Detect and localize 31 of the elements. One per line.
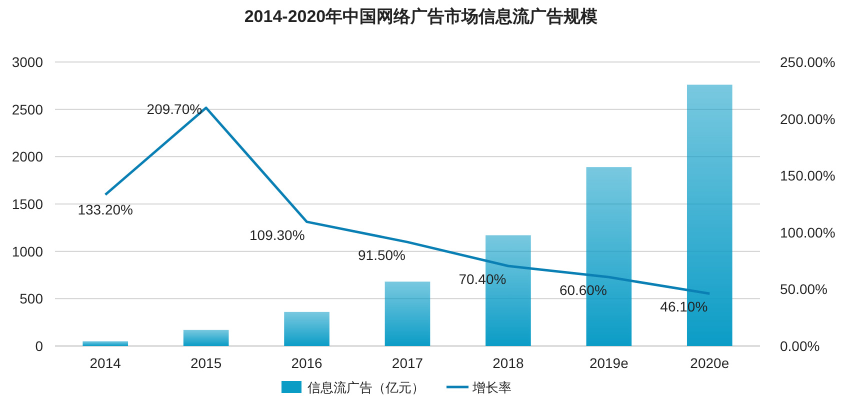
data-label: 109.30%	[250, 226, 305, 243]
y-tick-label: 0	[35, 338, 44, 354]
y2-tick-label: 0.00%	[780, 338, 820, 354]
x-tick-label: 2016	[291, 355, 323, 371]
data-label: 209.70%	[146, 100, 202, 117]
y-tick-label: 500	[20, 290, 44, 307]
x-tick-label: 2019e	[589, 355, 629, 371]
y2-tick-label: 200.00%	[780, 110, 836, 127]
data-label: 133.20%	[78, 202, 133, 218]
y-tick-label: 2000	[12, 148, 44, 165]
bar	[284, 312, 330, 346]
bar	[384, 282, 430, 346]
x-tick-label: 2017	[392, 355, 424, 371]
x-tick-label: 2015	[190, 355, 222, 371]
chart-title: 2014-2020年中国网络广告市场信息流广告规模	[244, 7, 598, 26]
y-tick-label: 3000	[12, 54, 44, 70]
x-tick-label: 2014	[90, 355, 122, 371]
x-tick-label: 2020e	[690, 355, 730, 371]
y-tick-label: 2500	[12, 101, 44, 118]
bar	[82, 341, 128, 346]
x-tick-label: 2018	[492, 355, 524, 371]
y2-tick-label: 50.00%	[780, 281, 828, 298]
y-tick-label: 1000	[12, 243, 44, 260]
bar	[183, 330, 229, 346]
legend-label: 信息流广告（亿元）	[308, 380, 424, 395]
y2-tick-label: 100.00%	[780, 224, 836, 240]
legend-label: 增长率	[472, 380, 512, 395]
y-tick-label: 1500	[12, 196, 44, 212]
data-label: 91.50%	[358, 247, 406, 264]
y2-tick-label: 250.00%	[780, 54, 836, 70]
y2-tick-label: 150.00%	[780, 168, 836, 184]
